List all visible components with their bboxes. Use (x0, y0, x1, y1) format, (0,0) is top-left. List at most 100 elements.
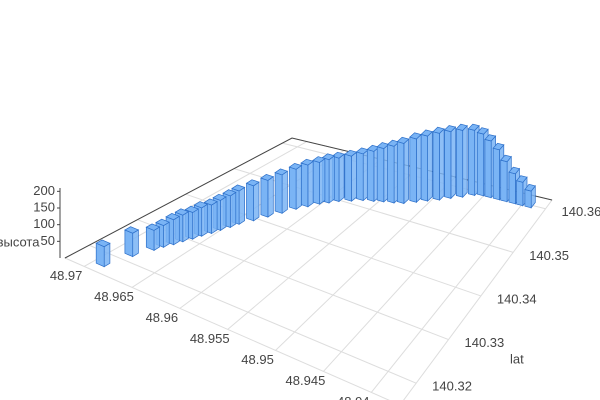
bar (95, 239, 111, 268)
bar-face (203, 198, 218, 206)
bar-face (173, 215, 180, 246)
bar (312, 156, 326, 205)
bar-face (220, 196, 227, 232)
bar-face (515, 175, 528, 183)
bar-face (260, 177, 269, 218)
bar-face (312, 156, 326, 163)
bar (300, 158, 314, 208)
bar-face (432, 126, 445, 134)
bar-face (484, 134, 497, 142)
grid-line (88, 244, 417, 384)
x-tick-label: 48.97 (50, 268, 83, 283)
x-tick-label: 48.945 (286, 373, 326, 388)
bar-face (455, 123, 468, 131)
bar-face (476, 132, 485, 197)
bar-face (192, 208, 199, 240)
z-axis-title: высота (0, 234, 40, 249)
x-tick-label: 48.965 (94, 289, 134, 304)
bar-face (182, 211, 189, 243)
y-tick-label: 140.32 (432, 379, 472, 394)
bar-face (95, 239, 111, 248)
bar-face (455, 128, 464, 198)
bar-face (328, 155, 335, 204)
z-tick-label: 150 (33, 199, 55, 214)
bar-face (222, 189, 237, 197)
bar-face (201, 203, 208, 237)
bar-face (508, 171, 516, 205)
bar-face (165, 213, 181, 221)
bar-face (366, 148, 375, 202)
bar-face (492, 147, 500, 201)
bar-face (274, 172, 283, 214)
bar-face (338, 153, 345, 203)
bar-face (319, 157, 326, 205)
x-tick-label: 48.95 (241, 352, 274, 367)
bar-face (212, 193, 227, 201)
bar-face (492, 142, 505, 151)
bar-face (229, 191, 237, 229)
bar (455, 123, 468, 199)
x-tick-label: 48.96 (146, 310, 179, 325)
bar-face (396, 141, 405, 204)
bar (145, 223, 161, 252)
bar-face (307, 160, 314, 208)
bar-face (409, 136, 417, 203)
bar-face (238, 186, 245, 225)
bar-face (396, 136, 410, 144)
bar (396, 136, 410, 205)
bar-face (95, 242, 105, 268)
bar (355, 147, 369, 202)
bar-face (443, 125, 457, 133)
y-tick-label: 140.36 (562, 204, 600, 219)
bar-face (103, 242, 111, 268)
bar-face (484, 138, 492, 199)
bar-face (274, 168, 289, 176)
bar (274, 168, 289, 214)
bar (245, 179, 260, 222)
bar-face (124, 229, 134, 258)
y-tick-label: 140.34 (497, 291, 537, 306)
bar-face (516, 180, 524, 207)
bar-face (231, 184, 246, 192)
bar-face (444, 129, 452, 199)
bar-face (124, 226, 140, 234)
grid-line (275, 176, 456, 351)
bar-face (351, 151, 357, 202)
bar-face (246, 182, 254, 222)
bar-face (163, 221, 170, 248)
bar-face (467, 128, 476, 196)
bar-face (403, 138, 410, 205)
bar-face (500, 154, 512, 163)
bar-face (184, 205, 200, 213)
bar-face (524, 189, 532, 209)
bar-face (288, 166, 297, 210)
bar-face (153, 226, 160, 252)
grid-line (323, 185, 493, 372)
bar-face (321, 153, 336, 161)
bar (420, 129, 433, 202)
bar-face (420, 129, 433, 137)
bar-face (432, 131, 440, 201)
bar (432, 126, 445, 201)
bar (260, 174, 275, 218)
y-tick-label: 140.35 (529, 248, 569, 263)
bar-face (467, 123, 480, 131)
bar (344, 149, 358, 202)
bar-face (439, 128, 445, 201)
bar-face (524, 183, 536, 192)
bar-face (427, 130, 433, 202)
bar (124, 226, 140, 258)
x-tick-label: 48.955 (190, 331, 230, 346)
x-tick-label: 48.94 (337, 394, 370, 400)
grid-line (370, 194, 531, 393)
bar-face (500, 159, 508, 203)
z-tick-label: 100 (33, 216, 55, 231)
bar-face (409, 132, 422, 140)
bar-face (376, 146, 385, 203)
bar-face (288, 163, 303, 170)
bar-face (356, 151, 364, 201)
bar-face (300, 158, 314, 166)
bar (288, 163, 303, 210)
bar-face (312, 159, 320, 205)
